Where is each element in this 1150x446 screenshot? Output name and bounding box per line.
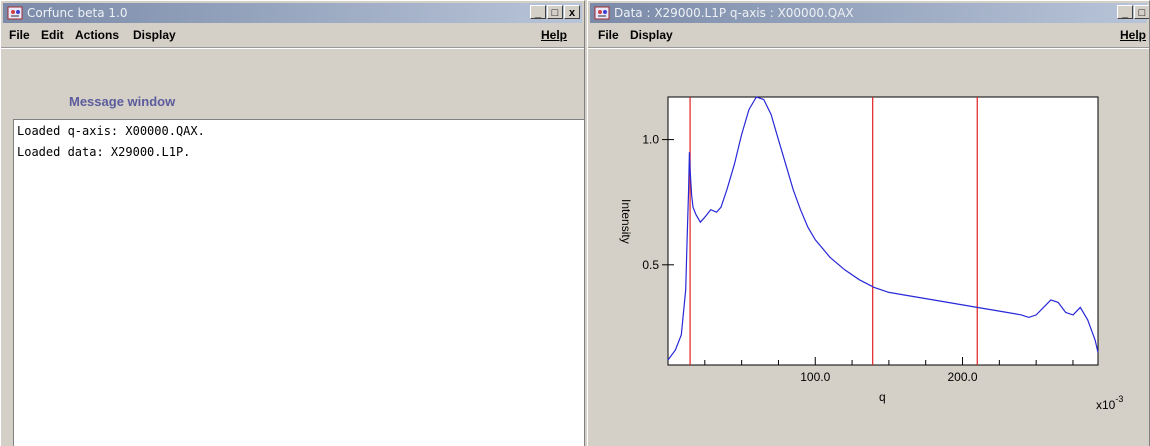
window-title: Data : X29000.L1P q-axis : X00000.QAX [614, 6, 854, 20]
minimize-button[interactable]: _ [1117, 5, 1133, 19]
close-button[interactable]: x [564, 5, 580, 19]
corfunc-window: Corfunc beta 1.0 _ □ x File Edit Actions… [0, 0, 585, 446]
y-tick-label: 1.0 [642, 133, 659, 147]
menu-help[interactable]: Help [1120, 28, 1147, 42]
menu-display[interactable]: Display [133, 28, 176, 42]
message-window-label: Message window [69, 94, 176, 109]
x-axis-label: q [879, 390, 886, 404]
title-bar[interactable]: Data : X29000.L1P q-axis : X00000.QAX _ … [590, 3, 1149, 23]
x-tick-label: 200.0 [948, 370, 978, 384]
menu-file[interactable]: File [598, 28, 619, 42]
app-icon [594, 6, 610, 20]
menu-edit[interactable]: Edit [41, 28, 64, 42]
message-text-area[interactable]: Loaded q-axis: X00000.QAX. Loaded data: … [13, 119, 584, 446]
intensity-curve [667, 96, 1099, 361]
x-tick-label: 100.0 [800, 370, 830, 384]
menu-bar: File Display Help [590, 25, 1147, 45]
menu-help[interactable]: Help [541, 28, 568, 42]
menu-actions[interactable]: Actions [75, 28, 120, 42]
app-icon [7, 6, 23, 20]
message-line: Loaded data: X29000.L1P. [17, 145, 191, 159]
intensity-chart[interactable]: 100.0 200.0 0.5 1.0 q Intensity x10-3 [588, 49, 1149, 446]
maximize-button[interactable]: □ [547, 5, 563, 19]
menu-separator [588, 47, 1149, 49]
menu-bar: File Edit Actions Display Help [3, 25, 582, 45]
minimize-button[interactable]: _ [530, 5, 546, 19]
title-bar[interactable]: Corfunc beta 1.0 _ □ x [3, 3, 582, 23]
window-title: Corfunc beta 1.0 [27, 6, 128, 20]
menu-file[interactable]: File [9, 28, 30, 42]
y-tick-label: 0.5 [642, 258, 659, 272]
data-window: Data : X29000.L1P q-axis : X00000.QAX _ … [587, 0, 1150, 446]
menu-separator [1, 47, 584, 49]
x-scale-label: x10-3 [1096, 394, 1123, 412]
maximize-button[interactable]: □ [1134, 5, 1149, 19]
menu-display[interactable]: Display [630, 28, 673, 42]
y-axis-label: Intensity [619, 199, 633, 244]
chart-svg: 100.0 200.0 0.5 1.0 q Intensity x10-3 [619, 96, 1123, 412]
plot-area [667, 96, 1099, 366]
message-line: Loaded q-axis: X00000.QAX. [17, 124, 205, 138]
